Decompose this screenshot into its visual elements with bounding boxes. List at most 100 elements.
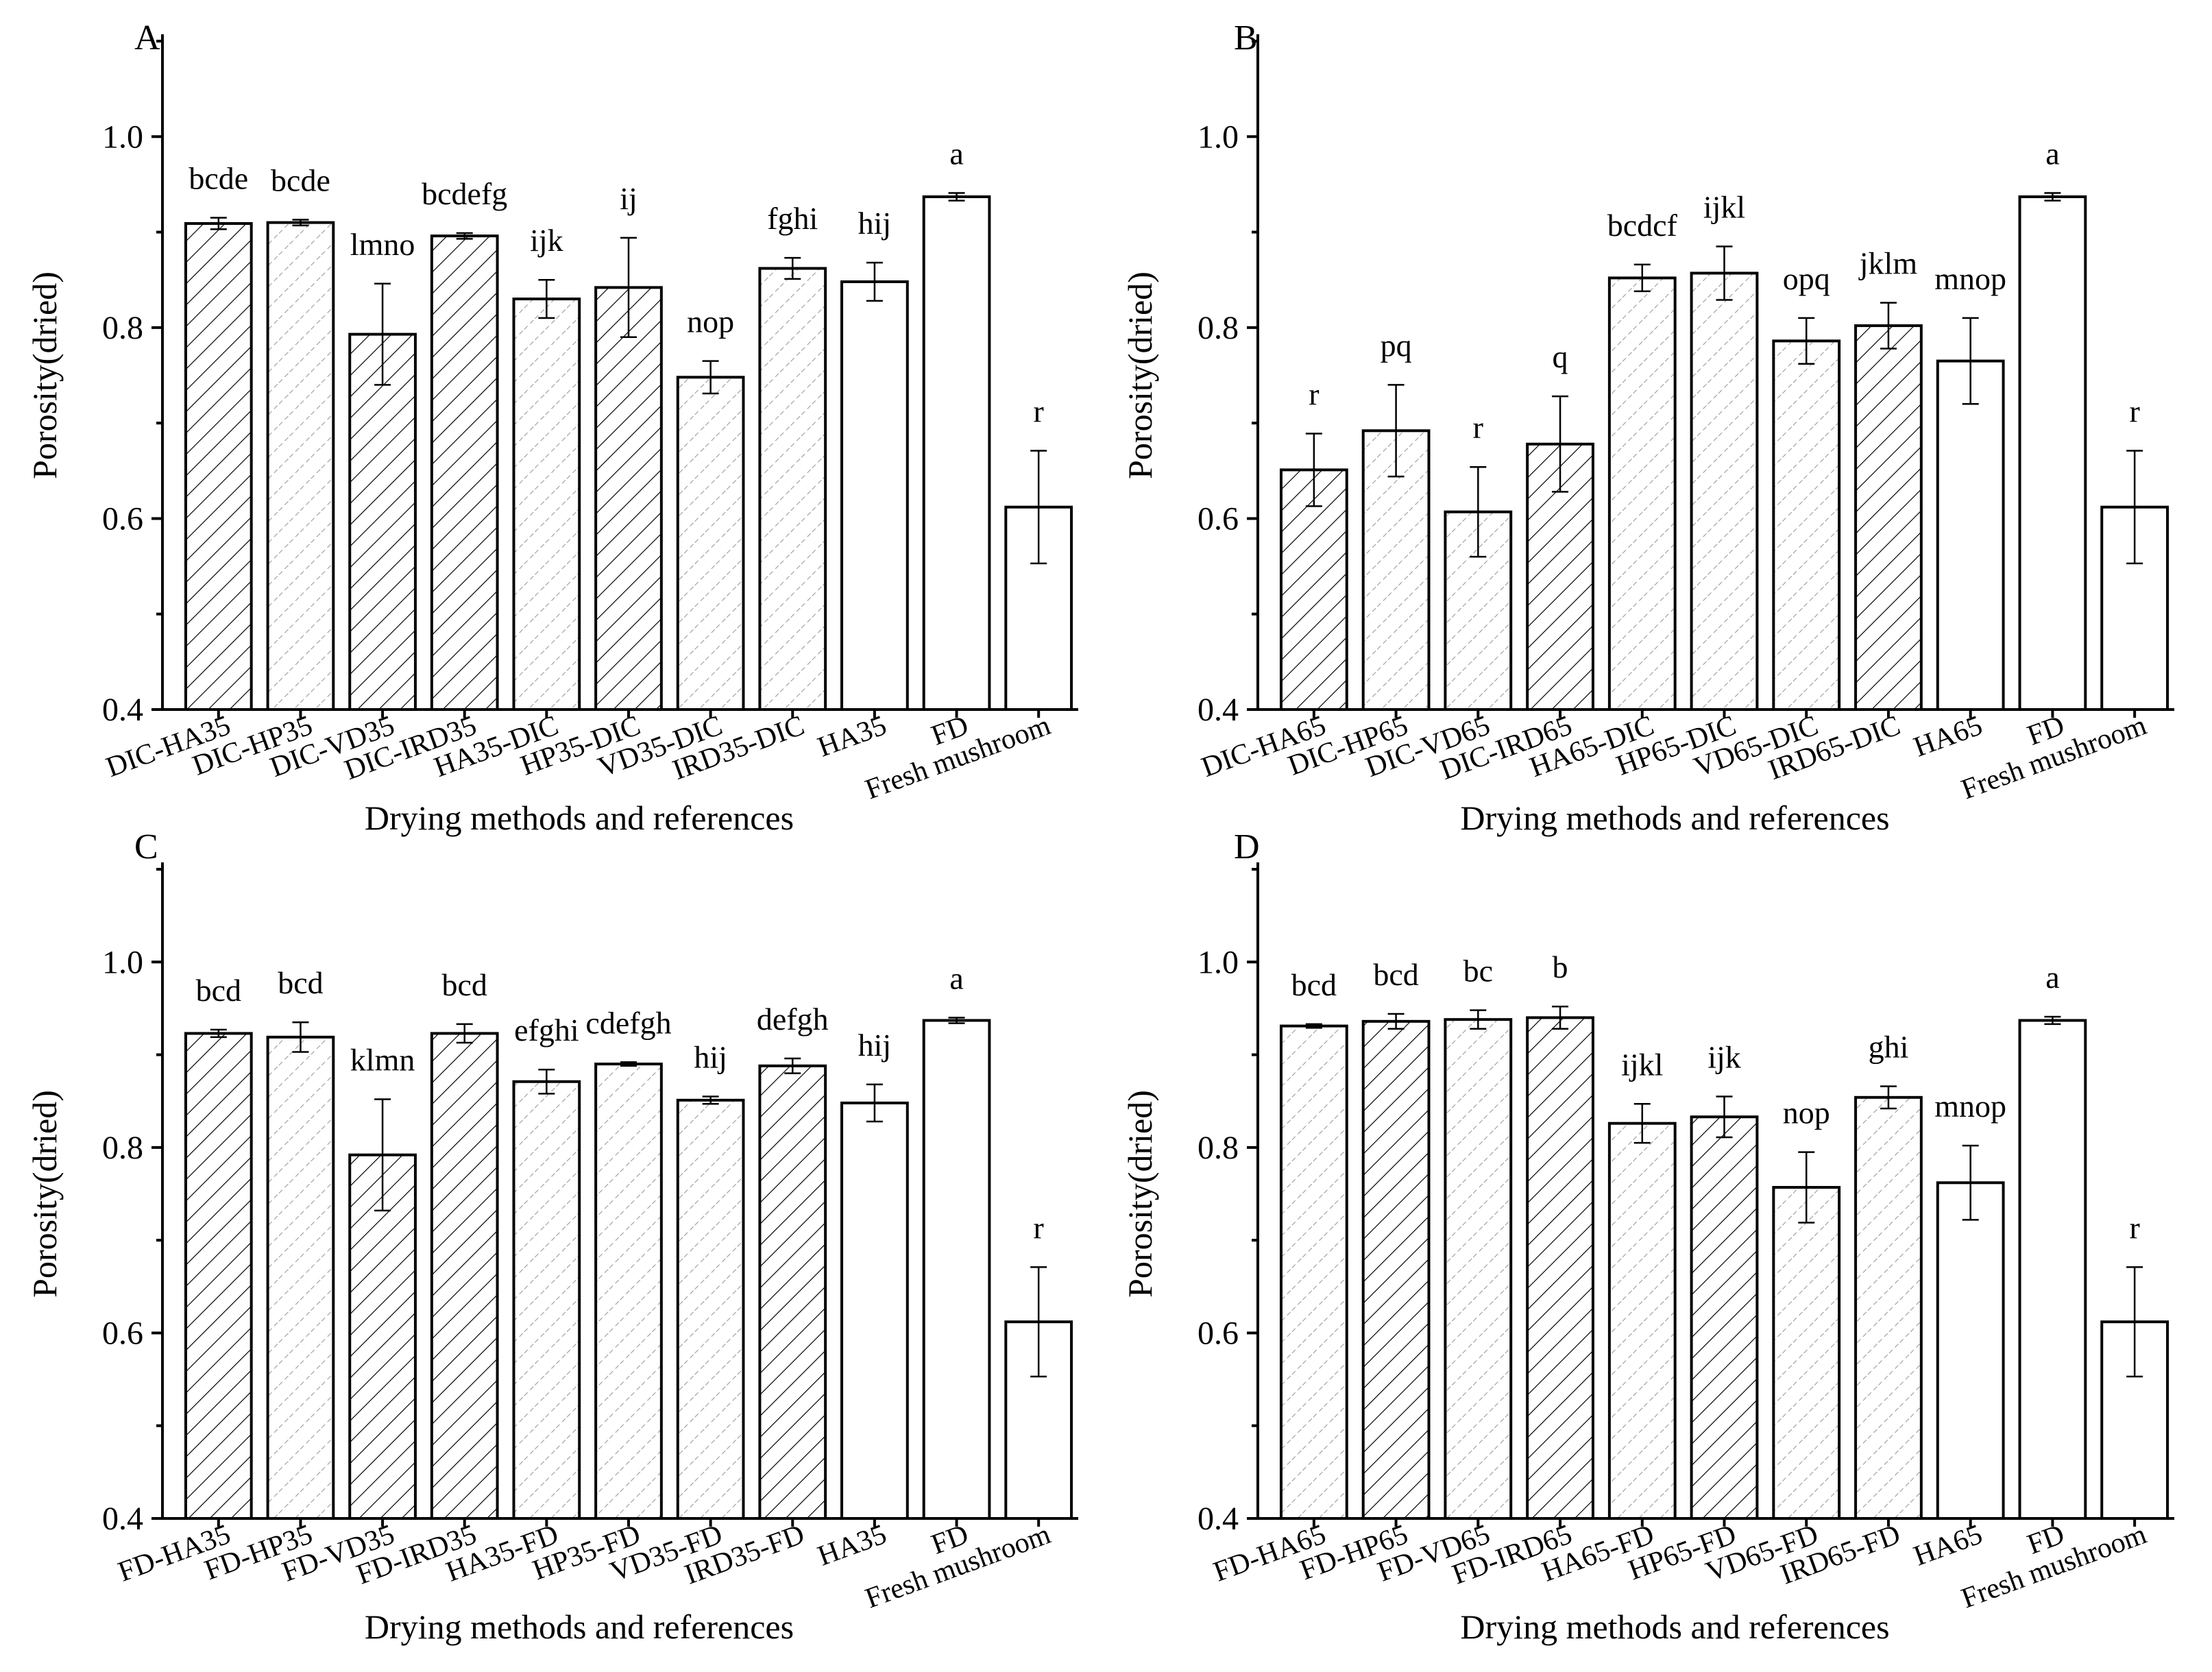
bar-fd-ha65 [1279,1024,1348,1520]
bar-dic-hp35 [266,221,335,711]
y-axis: 0.4 0.6 0.8 1.0 [102,40,162,728]
bar-fd [922,1019,991,1520]
bar-ha35 [840,280,909,711]
significance-letter: r [1309,376,1319,411]
bar-ha65 [1936,359,2005,711]
bar-ha35-dic [512,298,581,712]
x-tick-label: HA65 [1910,1518,1986,1572]
bar-fd [2018,1019,2087,1520]
chart-panel-c: C0.40.60.81.0Porosity(dried)bcdFD-HA35bc… [25,827,1078,1646]
y-tick-label: 0.8 [102,1130,143,1166]
y-axis: 0.4 0.6 0.8 1.0 [1198,40,1258,728]
significance-letter: a [949,136,963,171]
chart-panel-a: A0.40.60.81.0Porosity(dried)bcdeDIC-HA35… [25,19,1078,837]
significance-letter: bcdefg [422,176,507,211]
bar-hp35-dic [594,286,663,712]
x-axis-label: Drying methods and references [365,799,794,837]
panel-letter: C [134,827,158,867]
bar-ha65-fd [1607,1122,1677,1520]
significance-letter: bcd [278,965,323,1000]
significance-letter: q [1553,339,1568,374]
bar-fd-ird35 [430,1032,499,1520]
significance-letter: r [1034,394,1044,429]
x-tick-label: HA35 [814,1518,890,1572]
significance-letter: cdefgh [585,1005,671,1040]
bar-dic-ha35 [184,222,253,711]
significance-letter: efghi [514,1013,579,1047]
bar-ha65 [1936,1181,2005,1520]
significance-letter: ijkl [1621,1047,1663,1082]
significance-letter: ij [620,181,637,216]
significance-letter: bcd [1373,957,1418,992]
significance-letter: hij [858,206,892,241]
significance-letter: pq [1381,328,1412,363]
y-tick-label: 0.6 [1198,1315,1239,1351]
bar-ird65-fd [1854,1095,1923,1520]
significance-letter: r [1473,410,1483,445]
significance-letter: hij [694,1039,727,1074]
bar-dic-vd35 [348,332,417,712]
significance-letter: nop [1783,1095,1830,1130]
bar-fd-hp35 [266,1035,335,1520]
significance-letter: nop [687,304,734,339]
bar-fd-vd65 [1444,1018,1513,1520]
y-axis-label: Porosity(dried) [25,271,64,479]
significance-letter: klmn [350,1043,415,1078]
x-axis-label: Drying methods and references [1460,799,1889,837]
y-tick-label: 1.0 [1198,944,1239,980]
significance-letter: b [1553,949,1568,984]
y-tick-label: 0.4 [1198,692,1239,728]
y-tick-label: 0.6 [102,1315,143,1351]
y-tick-label: 0.4 [102,1501,143,1537]
bar-ird65-dic [1854,324,1923,712]
x-axis-label: Drying methods and references [1460,1608,1889,1646]
y-axis-label: Porosity(dried) [1121,1090,1159,1298]
significance-letter: r [2129,1210,2139,1245]
panel-letter: A [134,19,160,58]
bar-ha35 [840,1101,909,1520]
bar-fd-vd35 [348,1153,417,1520]
significance-letter: ijk [530,223,563,258]
significance-letter: fghi [767,201,818,236]
bar-fd-ird65 [1526,1016,1594,1520]
significance-letter: a [2045,136,2059,171]
y-axis-label: Porosity(dried) [1121,271,1159,479]
significance-letter: mnop [1934,1089,2006,1124]
bar-hp65-fd [1690,1115,1759,1520]
bar-ha65-dic [1607,276,1677,711]
y-axis: 0.4 0.6 0.8 1.0 [102,868,162,1537]
significance-letter: bcde [271,162,330,197]
y-tick-label: 0.6 [102,500,143,537]
significance-letter: mnop [1934,261,2006,296]
bar-hp65-dic [1690,271,1759,711]
significance-letter: r [2129,394,2139,429]
x-tick-label: HA35 [814,710,890,763]
significance-letter: bcdcf [1607,208,1678,243]
significance-letter: bcd [1291,967,1337,1002]
significance-letter: bcde [189,161,248,196]
significance-letter: bcd [442,967,487,1002]
significance-letter: jklm [1858,246,1918,281]
y-tick-label: 1.0 [102,119,143,155]
y-tick-label: 0.8 [1198,310,1239,346]
bar-ha35-fd [512,1080,581,1520]
bar-vd65-dic [1772,339,1841,712]
significance-letter: ijk [1707,1039,1741,1074]
significance-letter: opq [1783,261,1830,296]
bar-ird35-dic [758,267,827,711]
bar-fd [2018,195,2087,711]
bar-fd [922,195,991,711]
significance-letter: bcd [196,973,241,1008]
bar-fd-ha35 [184,1032,253,1520]
x-tick-label: HA65 [1910,710,1986,763]
y-tick-label: 0.8 [102,310,143,346]
bar-ird35-fd [758,1064,827,1520]
y-tick-label: 0.6 [1198,500,1239,537]
significance-letter: hij [858,1028,892,1063]
significance-letter: a [949,960,963,995]
bar-dic-ird35 [430,234,499,711]
x-axis-label: Drying methods and references [365,1608,794,1646]
y-tick-label: 0.8 [1198,1130,1239,1166]
